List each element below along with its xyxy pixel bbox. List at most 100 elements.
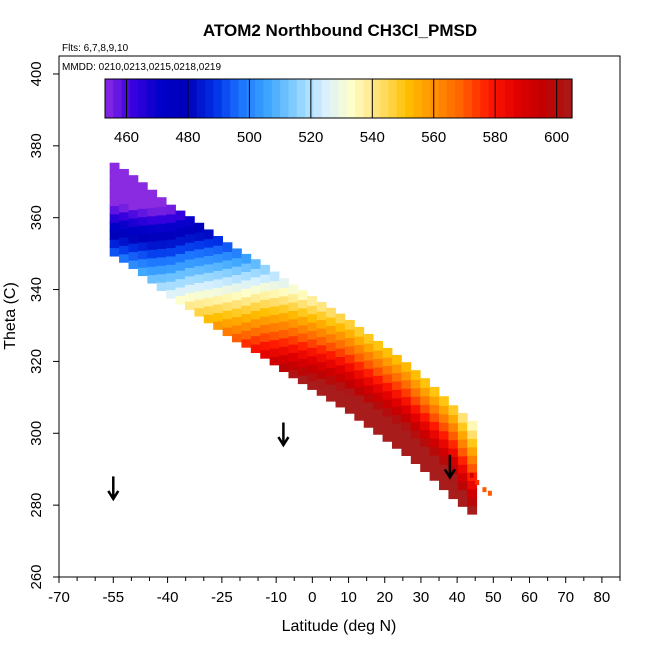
heat-cell — [382, 381, 393, 392]
heat-cell — [391, 413, 402, 424]
heat-cell — [344, 403, 355, 414]
heat-cell — [410, 445, 421, 456]
heat-cell — [354, 335, 365, 346]
heat-cell — [222, 250, 233, 261]
heat-cell — [147, 265, 158, 276]
heat-cell — [344, 336, 355, 347]
heat-cell — [232, 315, 242, 326]
heat-cell — [194, 239, 205, 250]
colorbar-swatch — [280, 79, 290, 118]
heat-cell — [279, 362, 289, 373]
heat-cell — [448, 438, 459, 449]
heat-cell — [232, 290, 242, 301]
x-tick-label: -10 — [265, 589, 287, 606]
heat-cell — [448, 447, 459, 458]
heat-cell — [184, 266, 195, 277]
heat-cell — [429, 420, 440, 431]
heat-cell — [354, 360, 365, 371]
colorbar-swatch — [255, 79, 265, 118]
heat-cell — [439, 421, 449, 432]
heat-cell — [260, 298, 271, 309]
heat-cell — [279, 345, 289, 356]
heat-cell — [482, 487, 487, 493]
heat-cell — [307, 329, 318, 340]
colorbar-swatch — [338, 79, 348, 118]
heat-cell — [232, 282, 242, 292]
heat-cell — [335, 364, 346, 374]
heat-cell — [279, 353, 289, 364]
heat-cell — [335, 322, 346, 332]
heat-cell — [373, 340, 383, 351]
heat-cell — [420, 395, 431, 405]
heat-cell — [420, 378, 431, 388]
heat-cell — [156, 281, 167, 292]
heat-cell — [429, 428, 440, 439]
heat-cell — [410, 412, 421, 422]
colorbar-swatch — [463, 79, 473, 118]
heat-cell — [279, 295, 289, 305]
colorbar-swatch — [505, 79, 515, 118]
heat-cell — [203, 263, 214, 273]
heat-cell — [363, 409, 374, 420]
colorbar-tick-label: 460 — [114, 129, 139, 146]
heat-cell — [184, 291, 195, 302]
heat-cell — [269, 279, 280, 290]
heat-cell — [222, 309, 233, 320]
heat-cell — [307, 380, 318, 390]
heat-cell — [307, 371, 318, 382]
heat-cell — [410, 429, 421, 439]
heat-cell — [363, 401, 374, 411]
heat-cell — [344, 387, 355, 397]
heat-cell — [344, 370, 355, 381]
heat-cell — [175, 286, 186, 296]
heat-cell — [269, 321, 280, 332]
heat-cell — [203, 305, 214, 315]
heat-cell — [373, 425, 383, 435]
heat-cell — [250, 301, 261, 311]
y-tick-label: 260 — [28, 564, 45, 589]
heat-cell — [175, 235, 186, 246]
heat-cell — [156, 239, 167, 249]
heat-cell — [382, 347, 393, 358]
heat-cell — [184, 249, 195, 260]
heat-cell — [391, 354, 402, 365]
heat-cell — [166, 221, 176, 232]
heat-cell — [391, 430, 402, 441]
heat-cell — [269, 288, 280, 299]
heat-cell — [241, 321, 252, 331]
heat-cell — [354, 394, 365, 404]
colorbar-swatch — [555, 79, 565, 118]
colorbar-tick-label: 500 — [237, 129, 262, 146]
heat-cell — [354, 352, 365, 362]
heat-cell — [279, 303, 289, 314]
heat-cell — [487, 490, 492, 496]
colorbar-swatch — [138, 79, 148, 118]
heat-cell — [241, 270, 252, 281]
heat-cell — [147, 206, 158, 217]
heat-cell — [410, 378, 421, 389]
heat-cell — [326, 375, 336, 385]
heat-cell — [119, 210, 129, 221]
heat-cell — [156, 256, 167, 266]
heat-cell — [203, 279, 214, 290]
heat-cell — [307, 354, 318, 365]
heat-cell — [382, 406, 393, 417]
heat-cell — [119, 194, 129, 204]
heat-cell — [354, 402, 365, 413]
heat-cell — [260, 290, 271, 300]
colorbar-swatch — [130, 79, 139, 118]
heat-cell — [297, 315, 308, 326]
heat-cell — [391, 371, 402, 382]
colorbar-swatch — [355, 79, 365, 118]
heat-cell — [297, 340, 308, 351]
heat-cell — [194, 264, 205, 275]
heat-cell — [241, 329, 252, 340]
colorbar-swatch — [171, 79, 181, 118]
colorbar-swatch — [471, 79, 481, 118]
heat-cell — [316, 318, 327, 329]
heat-cell — [128, 250, 139, 261]
heat-cell — [316, 343, 327, 354]
heat-cell — [213, 244, 223, 255]
heat-cell — [184, 232, 195, 243]
heat-cell — [297, 298, 308, 309]
